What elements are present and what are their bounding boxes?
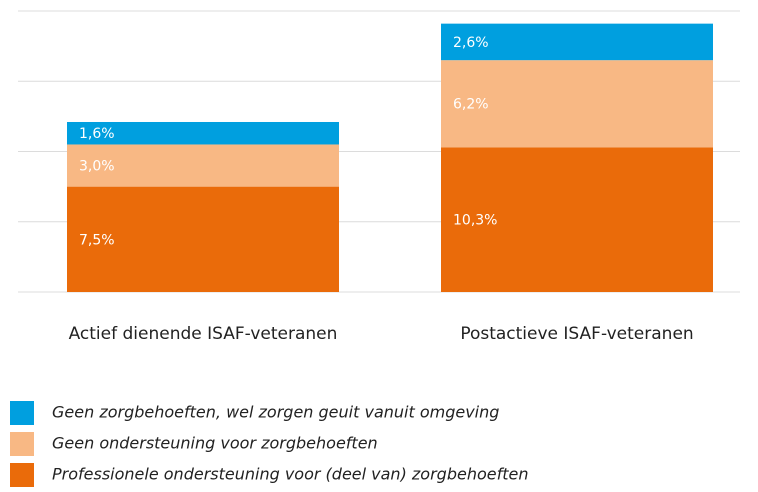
bar-segment (67, 144, 339, 187)
legend-swatch (10, 463, 34, 487)
bar-segment (441, 147, 713, 292)
value-label: 2,6% (453, 35, 489, 51)
value-label: 6,2% (453, 97, 489, 113)
bar-segment (67, 186, 339, 292)
bar-segment (441, 60, 713, 148)
value-label: 7,5% (79, 232, 115, 248)
legend-label: Professionele ondersteuning voor (deel v… (52, 465, 528, 484)
value-label: 3,0% (79, 159, 115, 175)
value-label: 1,6% (79, 126, 115, 142)
value-label: 10,3% (453, 213, 497, 229)
legend-swatch (10, 401, 34, 425)
bar-segment (67, 121, 339, 145)
legend-swatch (10, 432, 34, 456)
bar-segment (441, 23, 713, 61)
x-tick-label: Postactieve ISAF-veteranen (460, 324, 693, 344)
x-tick-label: Actief dienende ISAF-veteranen (69, 324, 338, 344)
legend-label: Geen ondersteuning voor zorgbehoeften (52, 434, 378, 453)
legend-label: Geen zorgbehoeften, wel zorgen geuit van… (52, 403, 499, 422)
